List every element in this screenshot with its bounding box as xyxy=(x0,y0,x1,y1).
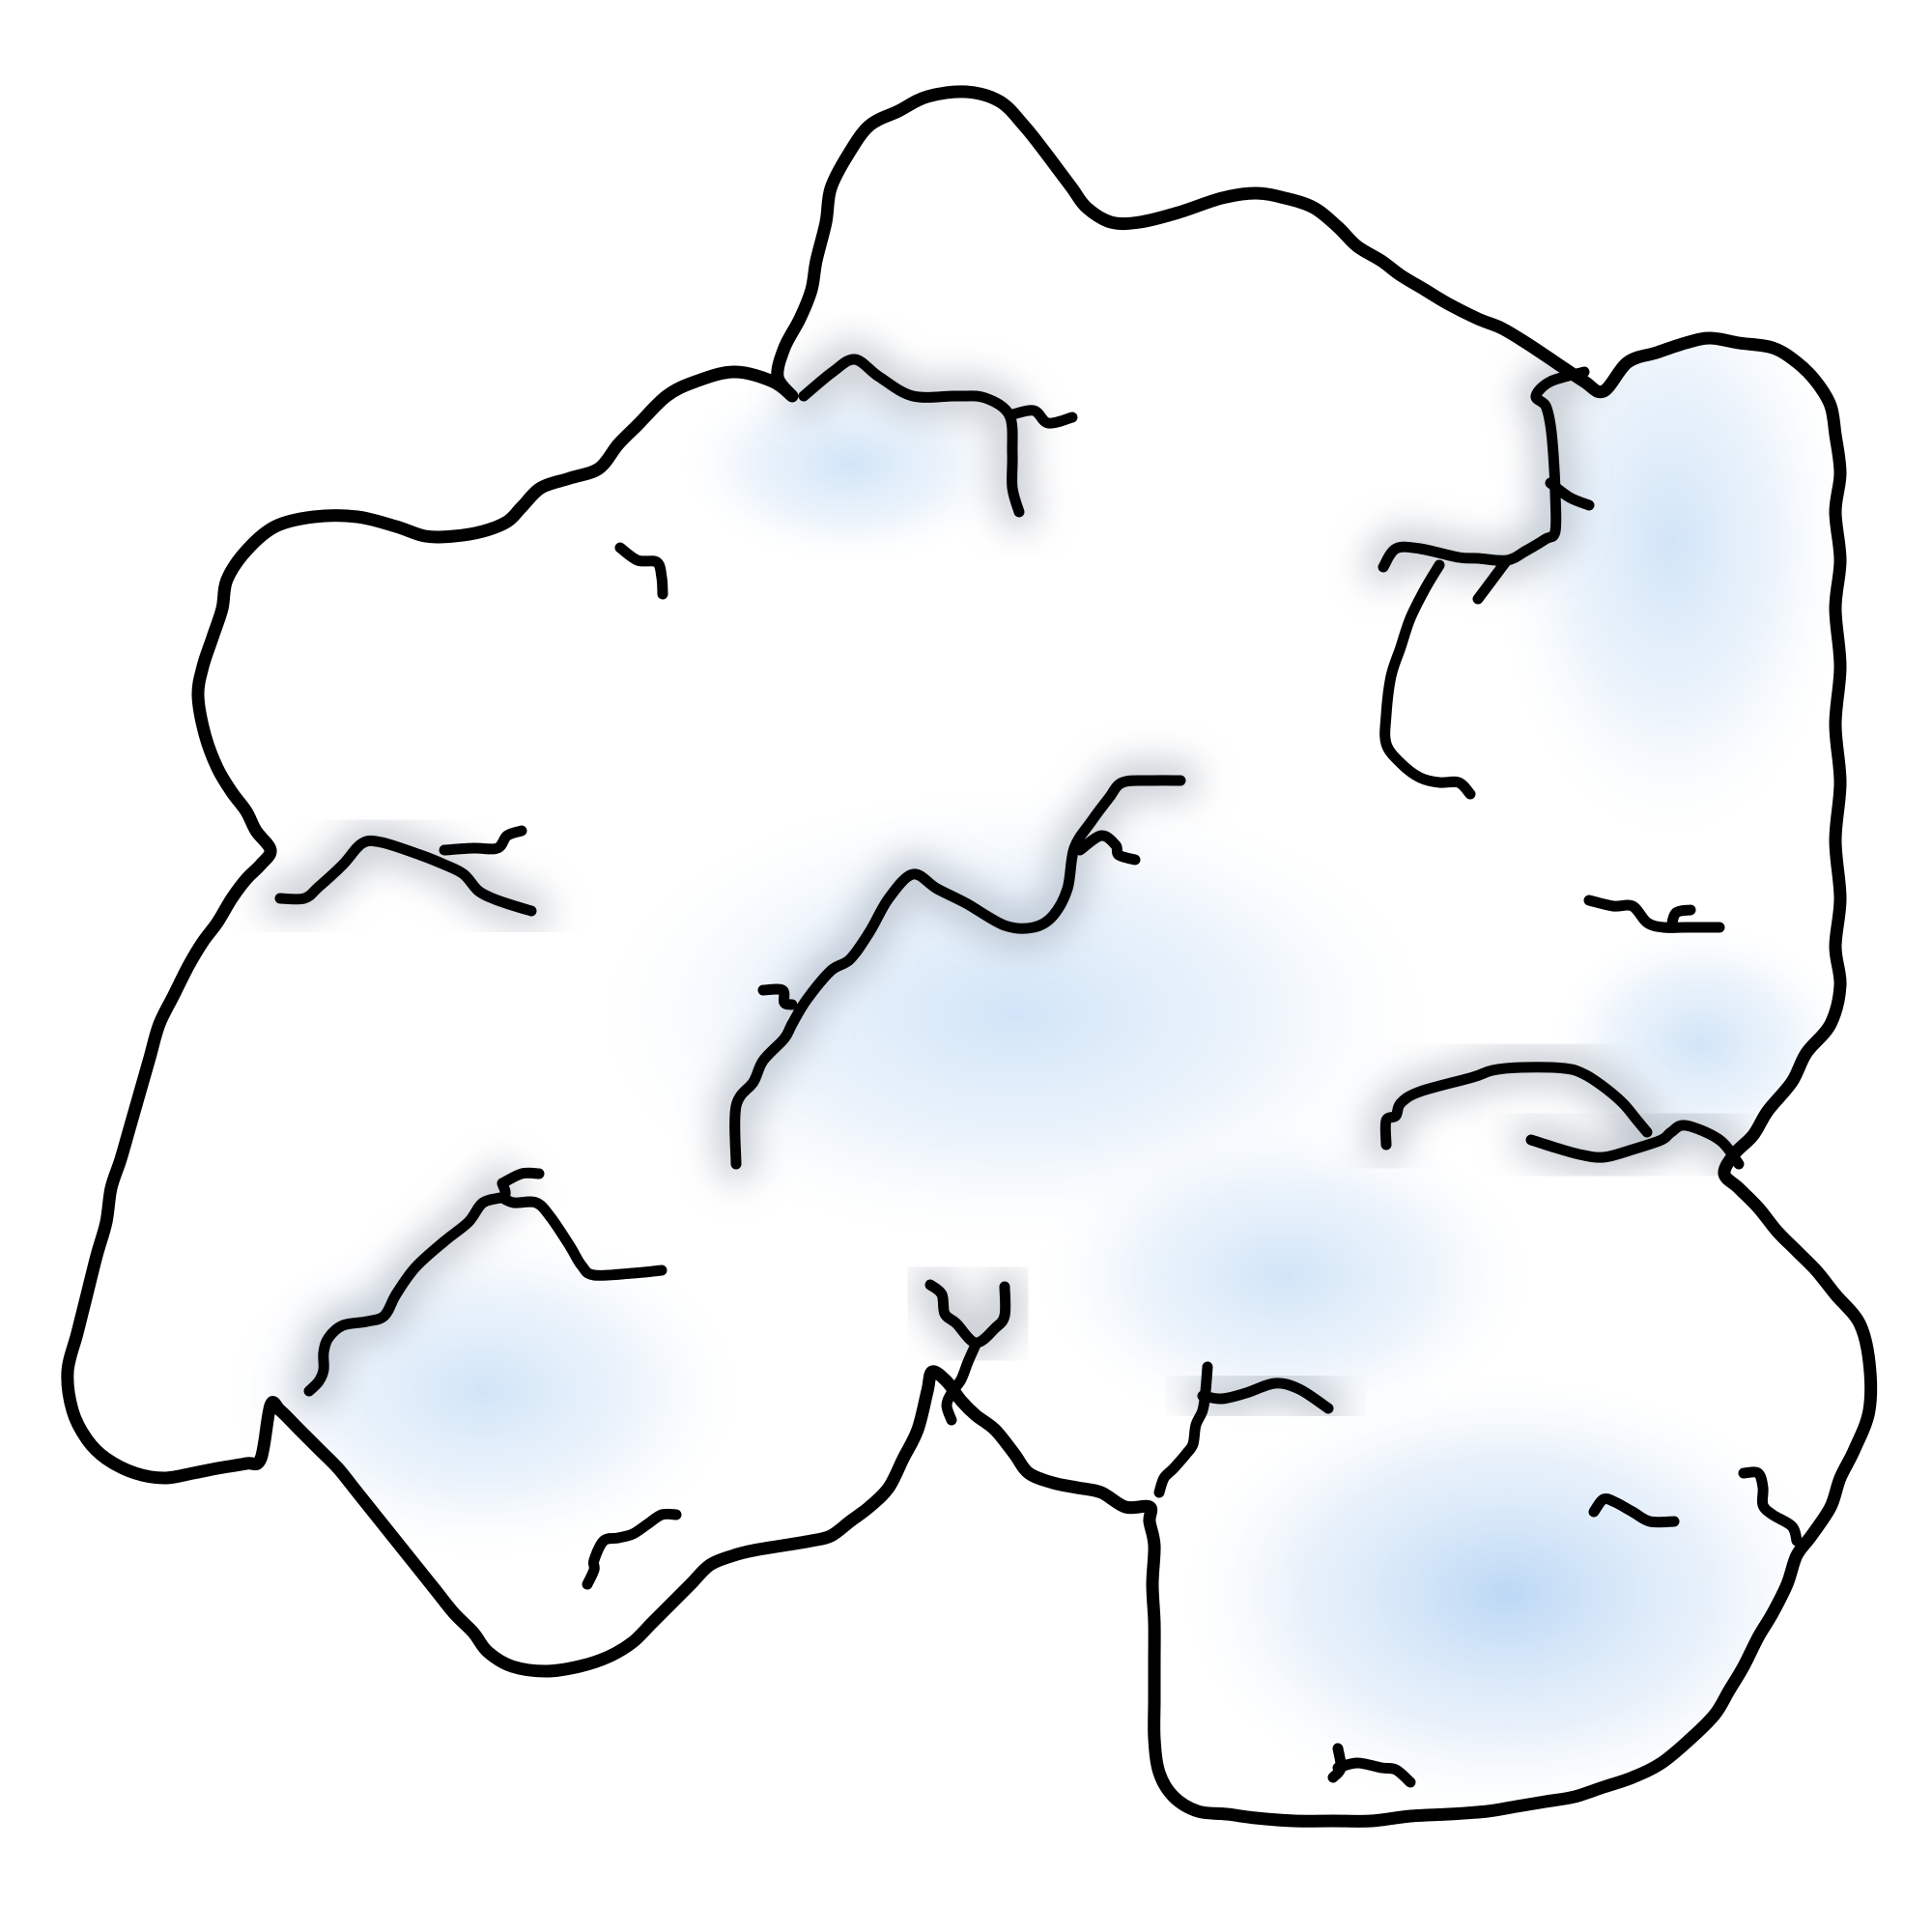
crack-lines xyxy=(274,354,1803,1788)
crack-line-25 xyxy=(1588,1492,1680,1528)
crack-line-8 xyxy=(729,775,1186,1170)
crack-line-26 xyxy=(582,1508,682,1590)
crack-line-20 xyxy=(924,1279,1011,1349)
crack-line-24 xyxy=(1738,1466,1803,1547)
crack-line-14 xyxy=(1665,904,1696,933)
blue-shade-1 xyxy=(609,792,1420,1236)
crack-line-18 xyxy=(497,1192,668,1281)
blue-shade-4 xyxy=(1497,251,1845,831)
crack-line-21 xyxy=(941,1339,981,1426)
crack-line-12 xyxy=(439,825,527,856)
crack-line-10 xyxy=(757,983,798,1010)
crack-line-19 xyxy=(497,1167,545,1189)
crack-line-11 xyxy=(274,835,537,917)
crack-line-17 xyxy=(303,1178,511,1397)
crack-line-15 xyxy=(1379,1062,1653,1151)
crack-line-6 xyxy=(1379,559,1476,800)
crack-line-9 xyxy=(1074,830,1141,866)
crack-line-23 xyxy=(1197,1378,1334,1414)
crack-line-13 xyxy=(1583,895,1725,933)
crack-line-28 xyxy=(1332,1757,1416,1788)
crack-line-1 xyxy=(798,354,1025,518)
crack-line-16 xyxy=(1525,1120,1745,1170)
snow-shading xyxy=(232,251,1845,1806)
crack-line-4 xyxy=(1378,366,1590,573)
blue-shade-3 xyxy=(1188,1381,1826,1806)
crack-line-7 xyxy=(1472,554,1513,605)
crack-line-5 xyxy=(1545,477,1595,511)
crack-line-2 xyxy=(1004,405,1078,429)
crack-line-3 xyxy=(614,542,668,600)
blue-shade-5 xyxy=(1043,1121,1526,1430)
